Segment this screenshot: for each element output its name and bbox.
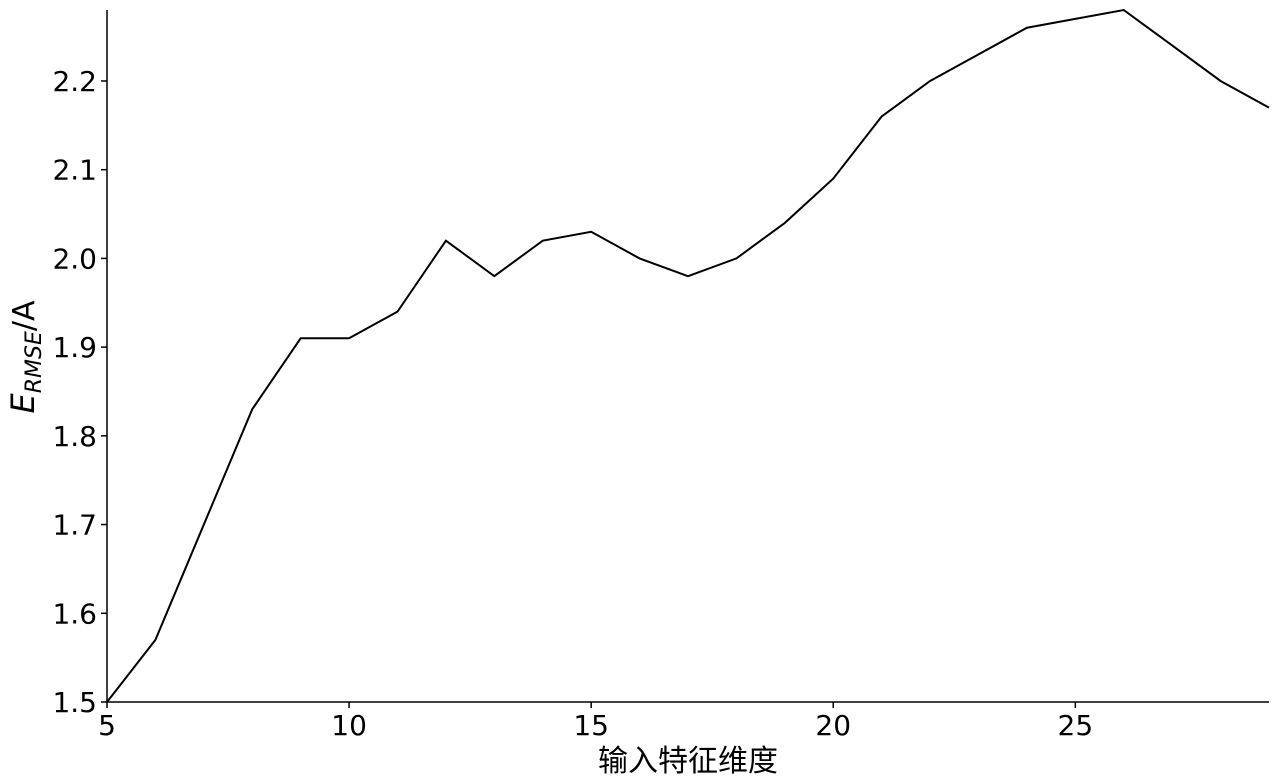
y-tick-label: 1.9 — [52, 331, 97, 364]
x-tick-label: 20 — [815, 709, 851, 742]
y-axis-ticks: 1.5 1.6 1.7 1.8 1.9 2.0 2.1 2.2 — [52, 65, 107, 719]
y-axis-label-subscript: RMSE — [22, 331, 47, 393]
y-tick-label: 1.5 — [52, 686, 97, 719]
x-tick-label: 10 — [331, 709, 367, 742]
series-line — [106, 8, 1270, 703]
y-tick-label: 2.0 — [52, 242, 97, 275]
plot-area — [106, 8, 1270, 703]
y-tick-label: 1.8 — [52, 420, 97, 453]
x-tick-label: 5 — [98, 709, 116, 742]
y-tick-label: 1.7 — [52, 509, 97, 542]
y-axis-label: ERMSE/A — [4, 300, 47, 413]
x-axis-label: 输入特征维度 — [598, 744, 778, 779]
y-tick-label: 2.1 — [52, 154, 97, 187]
y-tick-label: 1.6 — [52, 597, 97, 630]
x-axis-ticks: 5 10 15 20 25 — [98, 702, 1093, 742]
y-axis-label-unit: /A — [7, 300, 42, 331]
x-tick-label: 15 — [573, 709, 609, 742]
y-tick-label: 2.2 — [52, 65, 97, 98]
y-axis-label-symbol: E — [4, 393, 42, 414]
x-tick-label: 25 — [1058, 709, 1094, 742]
